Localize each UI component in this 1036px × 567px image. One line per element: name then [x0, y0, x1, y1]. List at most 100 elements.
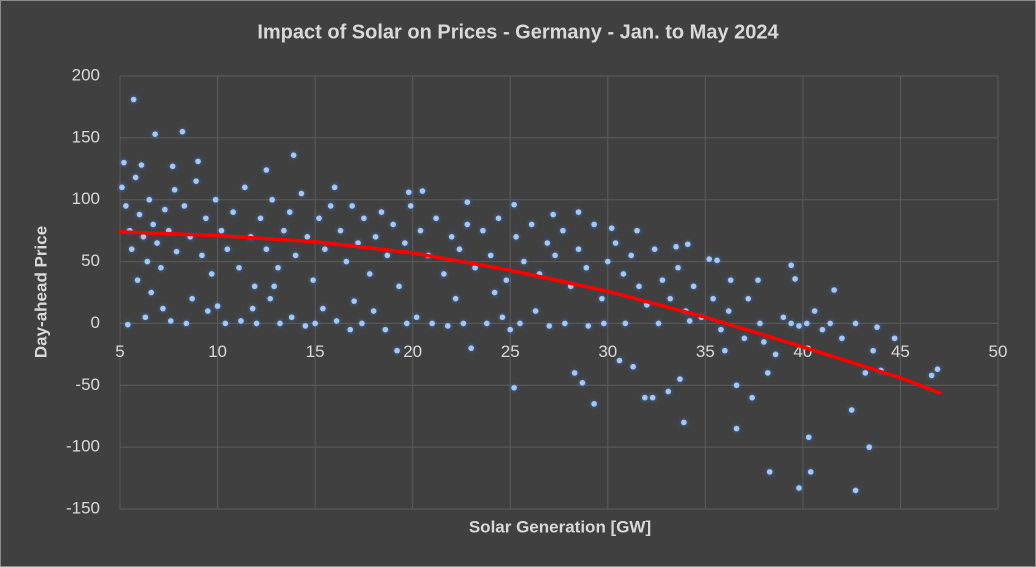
scatter-point: [507, 326, 514, 333]
scatter-point: [212, 196, 219, 203]
scatter-point: [755, 277, 761, 283]
scatter-point: [413, 314, 420, 321]
scatter-point: [788, 262, 794, 269]
scatter-point: [150, 221, 156, 228]
scatter-point: [456, 246, 463, 252]
scatter-point: [251, 283, 258, 290]
scatter-point: [560, 227, 566, 234]
scatter-point: [651, 246, 658, 252]
scatter-point: [681, 419, 687, 426]
scatter-point: [138, 162, 145, 168]
scatter-point: [322, 246, 328, 252]
scatter-point: [382, 326, 389, 333]
scatter-point: [460, 320, 467, 327]
scatter-point: [630, 363, 636, 370]
scatter-point: [546, 323, 553, 329]
scatter-point: [583, 264, 590, 271]
scatter-point: [792, 276, 798, 282]
plot-marks: [118, 96, 942, 494]
scatter-point: [722, 347, 728, 354]
scatter-point: [333, 318, 340, 324]
scatter-point: [355, 240, 361, 246]
scatter-point: [655, 320, 662, 327]
scatter-point: [831, 287, 837, 293]
scatter-point: [733, 425, 740, 432]
scatter-point: [649, 394, 656, 401]
scatter-point: [803, 320, 810, 327]
scatter-point: [203, 215, 209, 222]
scatter-point: [634, 227, 640, 234]
scatter-point: [167, 318, 174, 324]
scatter-point: [292, 252, 299, 259]
scatter-point: [148, 289, 155, 296]
scatter-point: [378, 209, 385, 215]
scatter-point: [253, 320, 260, 327]
scatter-point: [487, 252, 494, 259]
scatter-point: [288, 314, 295, 321]
scatter-point: [236, 264, 242, 271]
scatter-point: [928, 372, 935, 379]
scatter-point: [208, 271, 215, 277]
y-tick-label: 100: [72, 189, 100, 208]
scatter-point: [517, 320, 523, 327]
scatter-point: [848, 407, 855, 413]
scatter-point: [491, 289, 498, 296]
scatter-point: [142, 314, 149, 321]
scatter-point: [257, 215, 264, 222]
scatter-point: [452, 295, 459, 302]
scatter-point: [528, 221, 535, 228]
scatter-point: [636, 283, 642, 290]
scatter-point: [277, 320, 283, 327]
scatter-point: [271, 283, 277, 290]
scatter-point: [267, 295, 274, 302]
scatter-point: [152, 131, 158, 137]
scatter-point: [827, 320, 834, 327]
scatter-point: [275, 264, 281, 271]
scatter-point: [298, 190, 305, 197]
x-axis-title: Solar Generation [GW]: [469, 517, 651, 536]
scatter-point: [405, 189, 412, 196]
scatter-point: [628, 252, 634, 259]
x-tick-label: 50: [989, 342, 1008, 361]
y-tick-label: -100: [66, 437, 100, 456]
x-tick-label: 45: [891, 342, 910, 361]
scatter-point: [677, 376, 683, 382]
scatter-point: [419, 188, 426, 194]
scatter-point: [675, 264, 681, 271]
scatter-point: [796, 323, 802, 329]
scatter-point: [718, 326, 724, 333]
scatter-point: [468, 345, 475, 351]
scatter-point: [316, 215, 322, 222]
y-tick-label: 0: [91, 313, 100, 332]
scatter-point: [710, 295, 716, 302]
scatter-point: [205, 308, 211, 314]
scatter-point: [312, 320, 318, 327]
x-tick-label: 20: [403, 342, 422, 361]
scatter-point: [811, 308, 818, 314]
scatter-point: [819, 326, 826, 333]
scatter-point: [169, 163, 176, 170]
scatter-point: [394, 347, 400, 354]
scatter-point: [402, 240, 408, 246]
scatter-point: [620, 271, 627, 277]
scatter-point: [874, 324, 880, 330]
scatter-point: [511, 201, 517, 208]
scatter-point: [281, 227, 287, 234]
scatter-point: [761, 339, 767, 345]
scatter-point: [480, 227, 486, 234]
scatter-point: [125, 321, 131, 328]
scatter-point: [136, 211, 143, 218]
scatter-point: [361, 215, 367, 222]
scatter-point: [222, 320, 229, 327]
scatter-point: [780, 314, 787, 321]
scatter-point: [891, 335, 898, 342]
scatter-point: [521, 258, 527, 265]
scatter-point: [686, 318, 693, 324]
scatter-point: [766, 469, 773, 475]
scatter-point: [503, 277, 510, 283]
scatter-point: [622, 320, 629, 327]
scatter-point: [796, 485, 802, 491]
scatter-point: [404, 320, 410, 327]
